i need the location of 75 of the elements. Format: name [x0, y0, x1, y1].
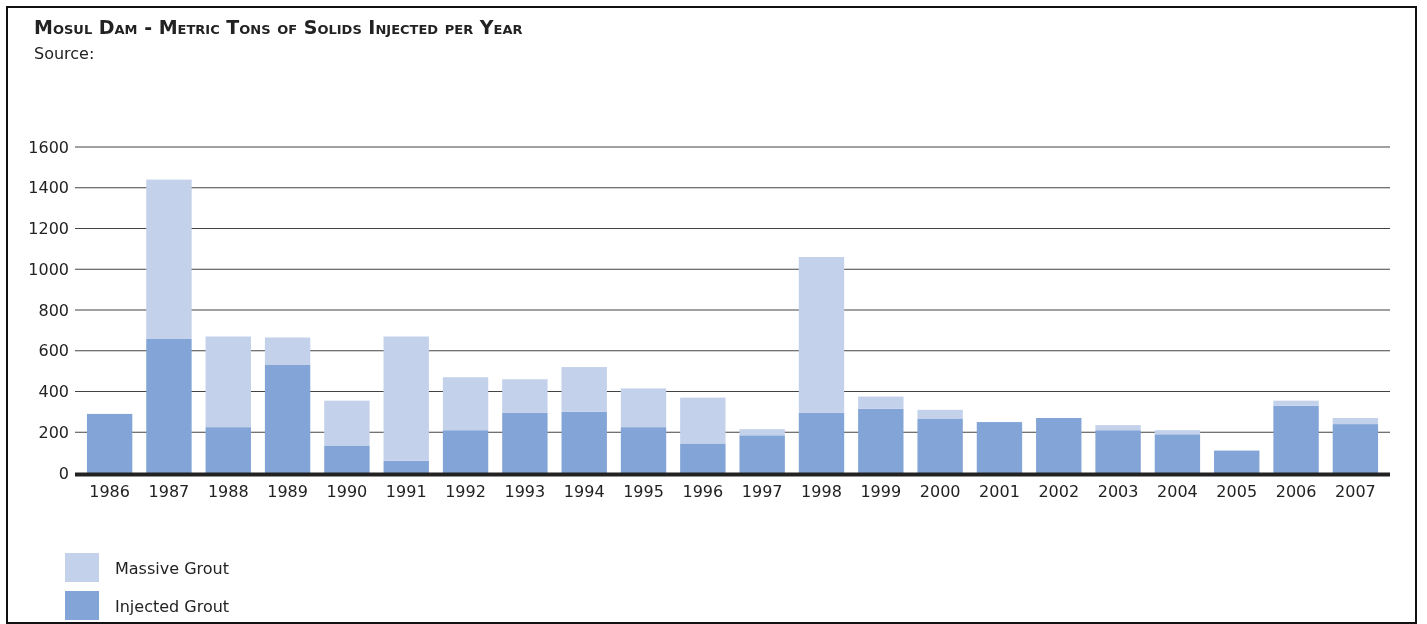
x-tick-label: 1987	[148, 482, 190, 502]
y-tick-label: 400	[38, 382, 69, 402]
y-tick-label: 600	[38, 341, 69, 361]
x-tick-label: 1988	[207, 482, 249, 502]
bar	[620, 388, 667, 428]
bar	[1273, 400, 1319, 406]
y-tick-label: 800	[38, 300, 69, 320]
y-tick-label: 1400	[28, 178, 69, 198]
bar	[680, 397, 726, 444]
bar	[1214, 450, 1260, 473]
bar	[502, 379, 548, 413]
x-tick-label: 2006	[1275, 482, 1317, 502]
bar	[324, 400, 370, 446]
bar	[1154, 430, 1201, 435]
bar	[1154, 434, 1201, 473]
bar	[146, 179, 192, 339]
bar	[264, 365, 311, 473]
x-tick-label: 2003	[1097, 482, 1139, 502]
x-tick-label: 1993	[504, 482, 546, 502]
x-tick-label: 2004	[1157, 482, 1198, 502]
y-tick-label: 1200	[28, 219, 69, 239]
y-tick-label: 200	[38, 422, 69, 442]
bar	[205, 427, 251, 473]
bar	[620, 427, 667, 473]
y-tick-label: 1600	[28, 137, 69, 157]
bar	[1095, 425, 1141, 431]
bar	[146, 338, 192, 473]
x-tick-label: 2000	[919, 482, 961, 502]
bar	[264, 337, 311, 366]
bar	[86, 413, 133, 473]
x-tick-label: 1989	[267, 482, 308, 502]
x-tick-label: 1990	[326, 482, 368, 502]
x-tick-label: 2005	[1216, 482, 1258, 502]
x-tick-label: 1996	[682, 482, 724, 502]
x-tick-label: 1992	[445, 482, 486, 502]
x-tick-label: 2001	[979, 482, 1020, 502]
source-note: Source:	[34, 44, 95, 63]
x-tick-label: 1997	[741, 482, 783, 502]
y-tick-label: 1000	[28, 259, 69, 279]
legend-label: Massive Grout	[115, 559, 229, 578]
bar	[739, 429, 785, 436]
bar	[680, 443, 726, 473]
bar	[1332, 424, 1379, 473]
bar	[739, 435, 785, 473]
bar	[324, 445, 370, 473]
bar	[442, 377, 489, 431]
bar	[383, 336, 429, 461]
bar	[442, 430, 489, 473]
bar	[502, 412, 548, 473]
x-tick-label: 1998	[801, 482, 842, 502]
bar	[383, 460, 429, 473]
chart-title: Mosul Dam - Metric Tons of Solids Injected per Year	[34, 16, 523, 38]
bar	[858, 396, 904, 409]
bar	[917, 409, 963, 420]
bar	[917, 419, 963, 473]
bar	[1273, 405, 1319, 473]
bar	[1332, 417, 1379, 425]
bar	[976, 422, 1023, 473]
x-tick-label: 1994	[563, 482, 605, 502]
x-tick-label: 1999	[860, 482, 902, 502]
x-tick-label: 2002	[1038, 482, 1080, 502]
bar	[1036, 417, 1082, 473]
x-tick-label: 1991	[385, 482, 427, 502]
legend-label: Injected Grout	[115, 597, 230, 616]
x-tick-label: 1986	[89, 482, 130, 502]
x-tick-label: 2007	[1335, 482, 1376, 502]
bar	[1095, 430, 1141, 473]
bar	[561, 411, 607, 473]
bar	[858, 408, 904, 473]
bar	[798, 257, 845, 413]
x-tick-label: 1995	[623, 482, 664, 502]
bar	[561, 367, 607, 412]
bar	[205, 336, 251, 428]
bar	[798, 412, 845, 473]
y-tick-label: 0	[58, 463, 69, 483]
